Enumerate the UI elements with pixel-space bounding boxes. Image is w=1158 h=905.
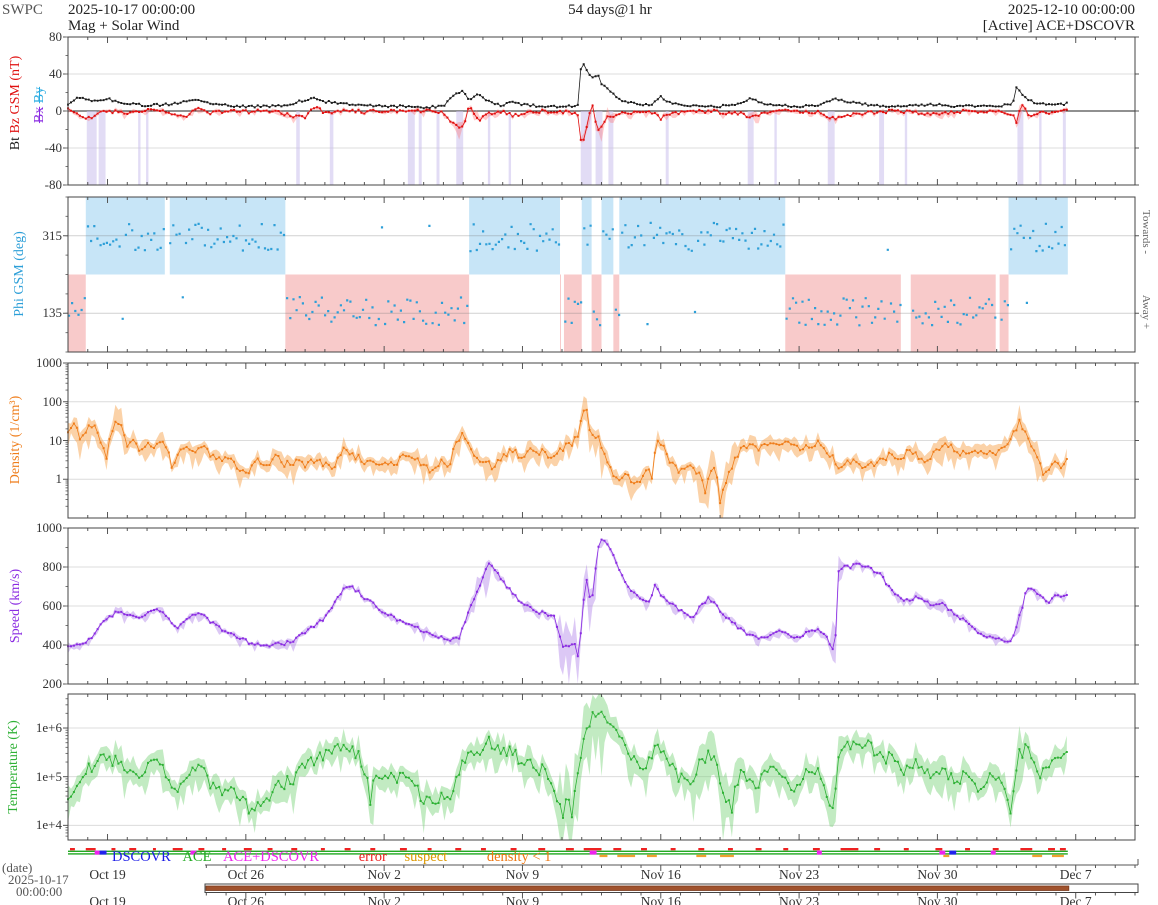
navigator-loaded-range-bar[interactable] <box>205 885 1070 891</box>
legend-ace: ACE <box>182 849 212 865</box>
x-week-label: Nov 30 <box>917 867 958 882</box>
temperature-panel-plot[interactable] <box>63 693 1139 841</box>
y-tick-label: 1000 <box>36 520 62 535</box>
phi-axis-title: Phi GSM (deg) <box>12 231 27 317</box>
y-tick-label: 80 <box>49 29 62 44</box>
y-tick-label: 1e+6 <box>35 720 62 736</box>
x-week-label: Dec 7 <box>1059 867 1092 882</box>
view-start-time: 2025-10-17 00:00:00 <box>68 2 196 18</box>
legend-density-lt-1: density < 1 <box>486 849 552 865</box>
x-week-label: Oct 19 <box>89 867 126 882</box>
view-window: 54 days@1 hr <box>568 2 652 18</box>
legend-ace-dscovr: ACE+DSCOVR <box>223 849 320 865</box>
y-tick-label: 1 <box>55 471 63 487</box>
x-week-label: Nov 23 <box>779 894 820 905</box>
x-week-label: Nov 16 <box>640 894 681 905</box>
legend-dscovr: DSCOVR <box>112 849 171 865</box>
y-tick-label: 200 <box>42 676 63 691</box>
view-end-time: 2025-12-10 00:00:00 <box>1007 2 1135 18</box>
x-week-label: Nov 2 <box>367 894 401 905</box>
x-week-label: Nov 2 <box>367 867 401 882</box>
app-logo: SWPC <box>2 2 43 18</box>
y-tick-label: 600 <box>42 598 63 613</box>
x-week-label: Nov 9 <box>505 867 540 882</box>
phi-towards-label: Towards - <box>1140 209 1152 255</box>
y-tick-label: 1e+4 <box>35 817 62 833</box>
x-week-label: Nov 23 <box>779 867 820 882</box>
date-axis-label: (date) <box>2 860 33 875</box>
speed-panel-plot[interactable] <box>63 527 1139 685</box>
y-tick-label: -40 <box>44 140 62 155</box>
phi-away-label: Away + <box>1140 294 1152 330</box>
legend-error: error <box>358 849 387 865</box>
data-source-status: [Active] ACE+DSCOVR <box>982 18 1135 34</box>
phi-panel-plot[interactable] <box>63 196 1139 353</box>
time-navigator[interactable] <box>204 859 1139 900</box>
plot-title: Mag + Solar Wind <box>68 18 180 34</box>
y-tick-label: 400 <box>42 637 63 652</box>
y-tick-label: 100 <box>42 393 63 409</box>
data-quality-strip <box>68 844 1135 858</box>
legend: DSCOVR ACE ACE+DSCOVR error suspect dens… <box>112 849 551 866</box>
y-tick-label: 1e+5 <box>35 768 62 784</box>
y-tick-label: 1000 <box>36 355 62 370</box>
axis-start-date: 2025-10-17 <box>8 872 69 887</box>
by-label: By <box>32 86 47 104</box>
x-week-label: Nov 30 <box>917 894 958 905</box>
y-tick-label: 10 <box>49 432 62 448</box>
axis-start-time: 00:00:00 <box>16 884 63 899</box>
x-week-label: Dec 7 <box>1059 894 1092 905</box>
y-tick-label: 800 <box>42 559 63 574</box>
mag-panel-plot[interactable] <box>63 36 1139 186</box>
y-tick-label: 135 <box>42 305 63 321</box>
y-tick-label: 0 <box>55 103 63 118</box>
x-week-label: Oct 26 <box>227 867 265 882</box>
density-panel-plot[interactable] <box>63 362 1139 519</box>
x-week-label: Oct 19 <box>89 894 126 905</box>
x-week-label: Oct 26 <box>227 894 265 905</box>
x-week-label: Nov 16 <box>640 867 681 882</box>
y-tick-label: 315 <box>42 227 63 243</box>
x-week-label: Nov 9 <box>505 894 540 905</box>
legend-suspect: suspect <box>404 849 448 865</box>
y-tick-label: -80 <box>44 177 62 192</box>
y-tick-label: 40 <box>49 66 62 81</box>
